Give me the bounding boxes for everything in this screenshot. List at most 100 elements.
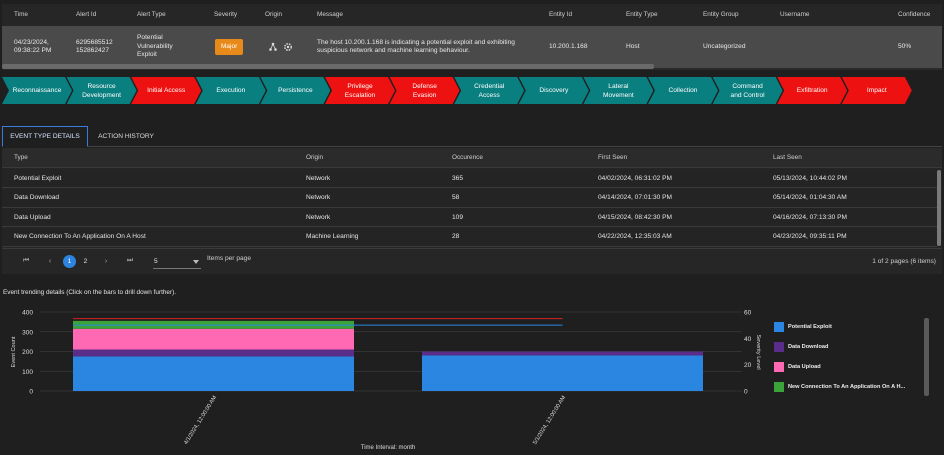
header-alert-id[interactable]: Alert Id xyxy=(76,10,97,18)
alert-confidence: 50% xyxy=(898,42,912,50)
header-time[interactable]: Time xyxy=(14,10,28,18)
header-entity-type[interactable]: Entity Type xyxy=(626,10,658,18)
alert-row[interactable]: 04/23/2024, 09:38:22 PM 6295685512 15286… xyxy=(2,26,942,68)
next-page-button[interactable]: › xyxy=(104,257,108,265)
header-confidence[interactable]: Confidence xyxy=(898,10,931,18)
alert-time: 04/23/2024, 09:38:22 PM xyxy=(14,26,51,68)
alert-message-line1: The host 10.200.1.168 is indicating a po… xyxy=(317,38,515,46)
bar-segment[interactable] xyxy=(73,328,354,350)
legend-swatch xyxy=(774,362,784,372)
header-occurrence[interactable]: Occurence xyxy=(452,154,483,161)
kill-chain-stage[interactable]: Impact xyxy=(842,77,912,104)
y-tick-label: 300 xyxy=(22,329,33,336)
cell-type: New Connection To An Application On A Ho… xyxy=(14,233,146,240)
kill-chain-stage[interactable]: Execution xyxy=(196,77,266,104)
cell-occurrence: 58 xyxy=(452,194,460,201)
kill-chain-stage[interactable]: Privilege Escalation xyxy=(325,77,395,104)
tab-action-history[interactable]: ACTION HISTORY xyxy=(98,133,154,140)
cell-origin: Machine Learning xyxy=(306,233,359,240)
bar-segment[interactable] xyxy=(73,356,354,391)
cell-origin: Network xyxy=(306,194,331,201)
alert-table-header: Time Alert Id Alert Type Severity Origin… xyxy=(2,4,942,26)
header-last-seen[interactable]: Last Seen xyxy=(773,154,802,161)
alert-time-date: 04/23/2024, xyxy=(14,38,49,46)
table-row[interactable]: New Connection To An Application On A Ho… xyxy=(2,227,937,247)
items-per-page-label: Items per page xyxy=(207,255,251,262)
detail-tabs: EVENT TYPE DETAILS ACTION HISTORY xyxy=(2,126,942,147)
alert-id: 6295685512 152862427 xyxy=(76,26,113,68)
alert-entity-id[interactable]: 10.200.1.168 xyxy=(549,42,588,50)
cell-origin: Network xyxy=(306,174,331,182)
cell-last-seen: 05/14/2024, 01:04:30 AM xyxy=(773,194,847,201)
table-row[interactable]: Data Upload Network 109 04/15/2024, 08:42:3… xyxy=(2,208,937,227)
legend-item[interactable]: Potential Exploit xyxy=(774,322,832,332)
kill-chain-stage[interactable]: Collection xyxy=(648,77,718,104)
cell-occurrence: 28 xyxy=(452,233,460,240)
cell-origin: Network xyxy=(306,213,331,221)
alert-type: Potential Vulnerability Exploit xyxy=(137,26,173,68)
kill-chain-stage[interactable]: Initial Access xyxy=(131,77,201,104)
header-first-seen[interactable]: First Seen xyxy=(598,154,628,161)
stage-label-line2: Evasion xyxy=(412,91,437,99)
cell-last-seen: 04/16/2024, 07:13:30 PM xyxy=(773,213,848,221)
bar-segment[interactable] xyxy=(73,349,354,357)
cell-first-seen: 04/14/2024, 07:01:30 PM xyxy=(598,194,673,201)
legend-scrollbar[interactable] xyxy=(924,318,929,396)
x-tick-label: 5/1/2024, 12:00:00 AM xyxy=(532,395,567,446)
vertical-scrollbar[interactable] xyxy=(937,170,941,246)
stage-label-line2: Movement xyxy=(602,91,634,99)
header-origin[interactable]: Origin xyxy=(265,10,283,18)
kill-chain-stage[interactable]: Command and Control xyxy=(713,77,783,104)
cell-type: Data Upload xyxy=(14,213,51,221)
legend-label: Potential Exploit xyxy=(788,324,832,330)
legend-item[interactable]: New Connection To An Application On A H.… xyxy=(774,382,905,392)
kill-chain-stage[interactable]: Persistence xyxy=(260,77,330,104)
trend-title: Event trending details (Click on the bar… xyxy=(3,289,176,296)
table-row[interactable]: Potential Exploit Network 365 04/02/2024, 0… xyxy=(2,169,937,188)
stage-label: Impact xyxy=(866,87,887,94)
event-trend-chart[interactable]: 0 100 200 300 400 0 20 40 60 Event Count Severity … xyxy=(0,300,944,455)
page-2-button[interactable]: 2 xyxy=(83,258,88,265)
page-1-button[interactable]: 1 xyxy=(63,255,76,268)
header-origin[interactable]: Origin xyxy=(306,154,324,161)
stage-label: Discovery xyxy=(539,87,569,94)
header-severity[interactable]: Severity xyxy=(214,10,238,18)
legend-label: New Connection To An Application On A H.… xyxy=(788,384,906,390)
y-tick-label: 400 xyxy=(22,310,33,317)
x-axis-label: Time Interval: month xyxy=(361,445,415,451)
cell-first-seen: 04/02/2024, 06:31:02 PM xyxy=(598,174,673,182)
prev-page-button[interactable]: ‹ xyxy=(48,257,52,265)
kill-chain-stage[interactable]: Credential Access xyxy=(454,77,524,104)
last-page-button[interactable]: ⏭ xyxy=(126,257,134,264)
kill-chain-stage[interactable]: Exfiltration xyxy=(777,77,847,104)
horizontal-scrollbar[interactable] xyxy=(2,64,654,69)
stage-label: Defense xyxy=(412,82,437,90)
header-message[interactable]: Message xyxy=(317,10,343,18)
legend-item[interactable]: Data Download xyxy=(774,342,828,352)
header-alert-type[interactable]: Alert Type xyxy=(137,10,166,18)
kill-chain-stage[interactable]: Reconnaissance xyxy=(2,77,72,104)
tab-event-type-details[interactable]: EVENT TYPE DETAILS xyxy=(2,126,88,147)
header-entity-id[interactable]: Entity Id xyxy=(549,10,573,18)
bar-segment[interactable] xyxy=(422,355,703,391)
first-page-button[interactable]: ⏮ xyxy=(22,257,30,264)
kill-chain-stage[interactable]: Lateral Movement xyxy=(583,77,653,104)
y-tick-label: 0 xyxy=(29,389,33,396)
bar-segment[interactable] xyxy=(422,351,703,356)
table-row[interactable]: Data Download Network 58 04/14/2024, 07:01:… xyxy=(2,188,937,208)
cell-first-seen: 04/22/2024, 12:35:03 AM xyxy=(598,233,672,240)
header-type[interactable]: Type xyxy=(14,154,28,161)
kill-chain-stage[interactable]: Resource Development xyxy=(67,77,137,104)
stage-label: Reconnaissance xyxy=(12,87,62,94)
y2-axis-label: Severity Level xyxy=(755,334,761,369)
stage-label: Initial Access xyxy=(147,87,186,94)
kill-chain-stage[interactable]: Discovery xyxy=(519,77,589,104)
kill-chain-stage[interactable]: Defense Evasion xyxy=(390,77,460,104)
cell-type: Data Download xyxy=(14,194,60,201)
page-size-select[interactable]: 5 xyxy=(153,255,201,269)
header-entity-group[interactable]: Entity Group xyxy=(703,10,739,18)
legend-item[interactable]: Data Upload xyxy=(774,362,821,372)
severity-badge: Major xyxy=(215,38,244,56)
header-username[interactable]: Username xyxy=(780,10,810,18)
alert-table: Time Alert Id Alert Type Severity Origin… xyxy=(2,4,942,70)
